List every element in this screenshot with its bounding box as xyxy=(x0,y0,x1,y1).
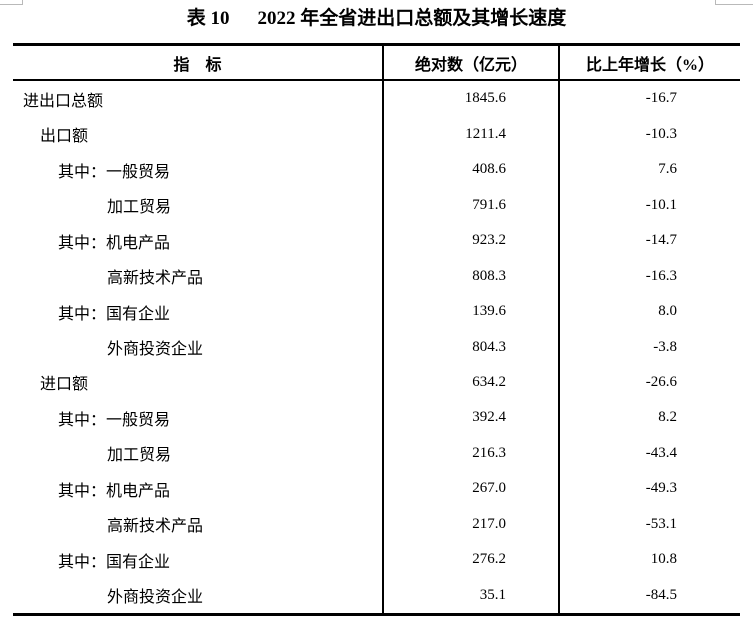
import-export-table: 指 标 绝对数（亿元） 比上年增长（%） 进出口总额 1845.6 -16.7 … xyxy=(13,43,740,616)
row-indicator: 进出口总额 xyxy=(23,92,104,110)
row-growth-value: 8.2 xyxy=(558,400,740,436)
row-indicator: 其中：机电产品 xyxy=(58,482,171,500)
row-indicator: 进口额 xyxy=(40,376,89,394)
table-row: 高新技术产品 217.0 -53.1 xyxy=(13,506,740,543)
table-row: 加工贸易 216.3 -43.4 xyxy=(13,435,740,472)
table-row: 其中：一般贸易 392.4 8.2 xyxy=(13,400,740,436)
crop-corner-mark-right xyxy=(715,0,753,5)
row-indicator: 其中：一般贸易 xyxy=(58,411,171,429)
row-absolute-value: 267.0 xyxy=(382,471,558,507)
row-indicator: 高新技术产品 xyxy=(107,518,204,536)
table-row: 其中：一般贸易 408.6 7.6 xyxy=(13,151,740,188)
table-row: 外商投资企业 35.1 -84.5 xyxy=(13,577,740,614)
row-absolute-value: 923.2 xyxy=(382,222,558,259)
row-indicator: 其中：一般贸易 xyxy=(58,163,171,181)
row-growth-value: -10.3 xyxy=(558,116,740,152)
row-absolute-value: 804.3 xyxy=(382,329,558,365)
row-absolute-value: 408.6 xyxy=(382,151,558,188)
row-absolute-value: 1845.6 xyxy=(382,81,558,117)
row-growth-value: -43.4 xyxy=(558,435,740,472)
row-growth-value: -14.7 xyxy=(558,222,740,259)
table-body: 进出口总额 1845.6 -16.7 出口额 1211.4 -10.3 其中：一… xyxy=(13,81,740,614)
crop-corner-mark-left xyxy=(0,0,23,5)
row-absolute-value: 216.3 xyxy=(382,435,558,472)
table-title: 表 10 2022 年全省进出口总额及其增长速度 xyxy=(0,6,753,32)
row-absolute-value: 634.2 xyxy=(382,364,558,401)
row-indicator: 其中：国有企业 xyxy=(58,305,171,323)
row-absolute-value: 217.0 xyxy=(382,506,558,543)
table-number-label: 表 10 xyxy=(186,8,230,29)
header-absolute-value: 绝对数（亿元） xyxy=(382,46,558,79)
header-growth: 比上年增长（%） xyxy=(558,46,740,79)
table-row: 进出口总额 1845.6 -16.7 xyxy=(13,81,740,117)
row-indicator: 加工贸易 xyxy=(107,447,172,465)
table-row: 其中：机电产品 923.2 -14.7 xyxy=(13,222,740,259)
row-indicator: 出口额 xyxy=(40,128,89,146)
row-growth-value: -84.5 xyxy=(558,577,740,614)
header-indicator: 指 标 xyxy=(173,56,222,74)
table-row: 其中：机电产品 267.0 -49.3 xyxy=(13,471,740,507)
row-indicator: 外商投资企业 xyxy=(107,589,204,607)
table-row: 进口额 634.2 -26.6 xyxy=(13,364,740,401)
row-absolute-value: 139.6 xyxy=(382,293,558,330)
table-title-text: 2022 年全省进出口总额及其增长速度 xyxy=(257,8,567,29)
row-absolute-value: 276.2 xyxy=(382,542,558,578)
row-growth-value: 7.6 xyxy=(558,151,740,188)
table-row: 其中：国有企业 276.2 10.8 xyxy=(13,542,740,578)
row-indicator: 加工贸易 xyxy=(107,199,172,217)
table-header-row: 指 标 绝对数（亿元） 比上年增长（%） xyxy=(13,46,740,81)
row-absolute-value: 1211.4 xyxy=(382,116,558,152)
row-growth-value: -16.7 xyxy=(558,81,740,117)
table-row: 出口额 1211.4 -10.3 xyxy=(13,116,740,152)
row-indicator: 外商投资企业 xyxy=(107,341,204,359)
row-growth-value: -53.1 xyxy=(558,506,740,543)
row-absolute-value: 791.6 xyxy=(382,187,558,223)
row-growth-value: -3.8 xyxy=(558,329,740,365)
row-indicator: 其中：国有企业 xyxy=(58,553,171,571)
table-row: 外商投资企业 804.3 -3.8 xyxy=(13,329,740,365)
row-growth-value: 10.8 xyxy=(558,542,740,578)
table-row: 其中：国有企业 139.6 8.0 xyxy=(13,293,740,330)
row-growth-value: -26.6 xyxy=(558,364,740,401)
row-growth-value: -49.3 xyxy=(558,471,740,507)
row-growth-value: -10.1 xyxy=(558,187,740,223)
row-absolute-value: 35.1 xyxy=(382,577,558,614)
row-absolute-value: 392.4 xyxy=(382,400,558,436)
row-growth-value: -16.3 xyxy=(558,258,740,294)
row-indicator: 其中：机电产品 xyxy=(58,234,171,252)
table-row: 加工贸易 791.6 -10.1 xyxy=(13,187,740,223)
row-growth-value: 8.0 xyxy=(558,293,740,330)
row-absolute-value: 808.3 xyxy=(382,258,558,294)
row-indicator: 高新技术产品 xyxy=(107,270,204,288)
table-row: 高新技术产品 808.3 -16.3 xyxy=(13,258,740,294)
